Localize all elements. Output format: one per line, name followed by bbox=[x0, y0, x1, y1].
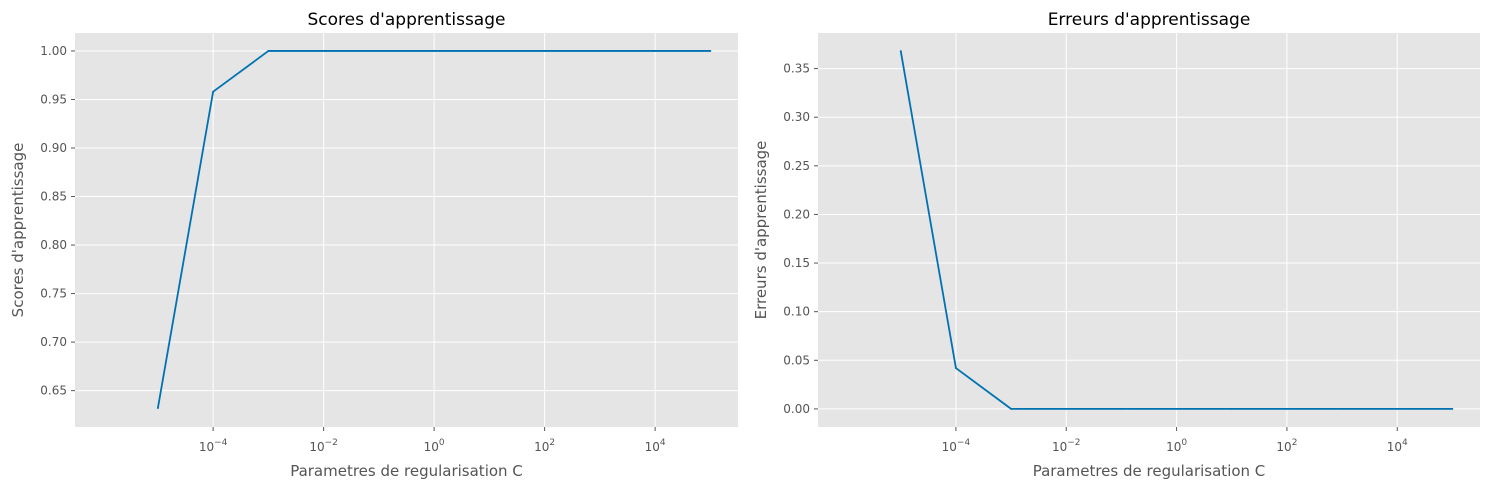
data-point bbox=[433, 50, 436, 52]
data-point bbox=[1286, 408, 1288, 410]
x-tick-label: 10−4 bbox=[199, 438, 228, 454]
data-point bbox=[1120, 408, 1123, 410]
chart-title: Scores d'apprentissage bbox=[308, 10, 506, 30]
x-tick-label: 100 bbox=[424, 438, 445, 454]
data-point bbox=[488, 50, 491, 52]
data-point bbox=[654, 50, 657, 52]
data-point bbox=[899, 50, 902, 52]
data-point bbox=[1230, 408, 1233, 410]
x-tick-label: 104 bbox=[1387, 438, 1408, 454]
y-tick-label: 0.15 bbox=[783, 256, 810, 270]
y-tick-label: 0.80 bbox=[40, 238, 67, 252]
data-point bbox=[955, 367, 957, 369]
data-point bbox=[1175, 408, 1178, 410]
y-tick-label: 0.75 bbox=[40, 287, 67, 301]
data-point bbox=[1451, 408, 1454, 410]
x-tick-label: 10−4 bbox=[942, 438, 971, 454]
y-tick-label: 0.30 bbox=[783, 110, 810, 124]
y-tick-label: 0.65 bbox=[40, 384, 67, 398]
y-tick-label: 0.70 bbox=[40, 335, 67, 349]
data-point bbox=[377, 50, 380, 52]
data-point bbox=[543, 50, 546, 52]
y-tick-label: 0.05 bbox=[783, 353, 810, 367]
y-tick-label: 0.85 bbox=[40, 190, 67, 204]
y-tick-label: 0.25 bbox=[783, 159, 810, 173]
x-tick-label: 102 bbox=[1276, 438, 1297, 454]
y-tick-label: 0.35 bbox=[783, 62, 810, 76]
data-point bbox=[1010, 408, 1012, 410]
y-axis-label: Erreurs d'apprentissage bbox=[752, 141, 770, 320]
y-tick-label: 0.20 bbox=[783, 207, 810, 221]
x-tick-label: 100 bbox=[1166, 438, 1187, 454]
y-tick-label: 0.95 bbox=[40, 92, 67, 106]
x-axis-label: Parametres de regularisation C bbox=[290, 462, 523, 480]
data-point bbox=[1396, 408, 1399, 410]
chart-panel-1: 0.65 0.70 0.75 0.80 0.85 0.90 0.95 1.00 10−4 10−2… bbox=[9, 10, 738, 480]
plot-area bbox=[75, 33, 738, 427]
y-tick-label: 0.10 bbox=[783, 305, 810, 319]
data-point bbox=[1341, 408, 1343, 410]
data-point bbox=[598, 50, 601, 52]
data-point bbox=[212, 90, 215, 93]
y-tick-label: 0.00 bbox=[783, 402, 810, 416]
y-tick-label: 0.90 bbox=[40, 141, 67, 155]
x-axis-label: Parametres de regularisation C bbox=[1033, 462, 1266, 480]
data-point bbox=[709, 50, 712, 52]
x-tick-label: 10−2 bbox=[1052, 438, 1081, 454]
y-tick-label: 1.00 bbox=[40, 44, 67, 58]
x-tick-label: 104 bbox=[645, 438, 666, 454]
chart-panel-2: 0.00 0.05 0.10 0.15 0.20 0.25 0.30 0.35 10−4 10−2… bbox=[752, 10, 1480, 480]
x-tick-label: 102 bbox=[534, 438, 555, 454]
data-point bbox=[1065, 408, 1068, 410]
data-point bbox=[267, 50, 270, 52]
x-tick-label: 10−2 bbox=[309, 438, 338, 454]
chart-title: Erreurs d'apprentissage bbox=[1048, 10, 1251, 30]
data-point bbox=[322, 50, 325, 52]
y-axis-label: Scores d'apprentissage bbox=[9, 143, 27, 318]
plot-area bbox=[818, 33, 1480, 427]
data-point bbox=[156, 407, 159, 409]
